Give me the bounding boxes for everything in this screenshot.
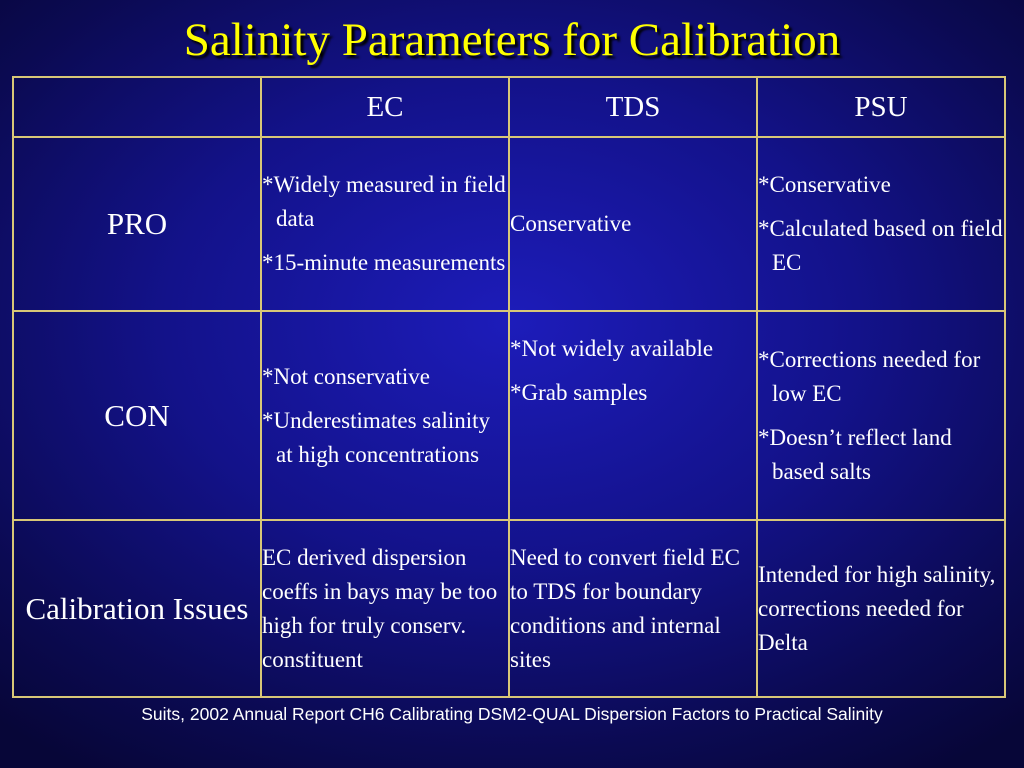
- cell-cal-ec: EC derived dispersion coeffs in bays may…: [260, 519, 510, 698]
- cell-pro-ec: *Widely measured in field data *15-minut…: [260, 136, 510, 312]
- citation-footer: Suits, 2002 Annual Report CH6 Calibratin…: [141, 704, 883, 724]
- table-row-calibration-issues: Calibration Issues EC derived dispersion…: [12, 519, 1006, 698]
- cell-con-ec-item: *Not conservative: [262, 363, 430, 389]
- table-row-con: CON *Not conservative *Underestimates sa…: [12, 310, 1006, 521]
- cell-con-ec-item: *Underestimates salinity at high concent…: [262, 407, 491, 467]
- cell-con-tds-item: *Grab samples: [510, 380, 648, 405]
- row-label-con: CON: [12, 310, 262, 521]
- row-label-pro: PRO: [12, 136, 262, 312]
- header-cell-psu: PSU: [756, 76, 1006, 138]
- cell-con-psu-item: *Corrections needed for low EC: [758, 346, 981, 406]
- cell-cal-ec-text: EC derived dispersion coeffs in bays may…: [262, 544, 498, 672]
- slide-title: Salinity Parameters for Calibration: [183, 14, 841, 66]
- cell-pro-ec-item: *15-minute measurements: [262, 250, 506, 275]
- row-label-calibration-issues: Calibration Issues: [12, 519, 262, 698]
- cell-cal-psu: Intended for high salinity, corrections …: [756, 519, 1006, 698]
- cell-cal-tds: Need to convert field EC to TDS for boun…: [508, 519, 758, 698]
- cell-con-psu-item: *Doesn’t reflect land based salts: [758, 424, 952, 484]
- table-header-row: EC TDS PSU: [12, 76, 1006, 138]
- cell-cal-psu-text: Intended for high salinity, corrections …: [758, 561, 996, 655]
- cell-pro-tds-item: Conservative: [510, 211, 632, 236]
- table-row-pro: PRO *Widely measured in field data *15-m…: [12, 136, 1006, 312]
- header-cell-ec: EC: [260, 76, 510, 138]
- cell-con-ec: *Not conservative *Underestimates salini…: [260, 310, 510, 521]
- cell-pro-ec-item: *Widely measured in field data: [262, 172, 506, 231]
- cell-con-tds-item: *Not widely available: [510, 336, 714, 361]
- header-cell-empty: [12, 76, 262, 138]
- cell-con-psu: *Corrections needed for low EC *Doesn’t …: [756, 310, 1006, 521]
- salinity-parameters-table: EC TDS PSU PRO *Widely measured in field…: [12, 76, 1006, 698]
- cell-pro-psu-item: *Calculated based on field EC: [758, 216, 1003, 275]
- cell-cal-tds-text: Need to convert field EC to TDS for boun…: [510, 544, 740, 672]
- cell-con-tds: *Not widely available *Grab samples: [508, 310, 758, 521]
- cell-pro-psu-item: *Conservative: [758, 172, 891, 197]
- header-cell-tds: TDS: [508, 76, 758, 138]
- cell-pro-psu: *Conservative *Calculated based on field…: [756, 136, 1006, 312]
- cell-pro-tds: Conservative: [508, 136, 758, 312]
